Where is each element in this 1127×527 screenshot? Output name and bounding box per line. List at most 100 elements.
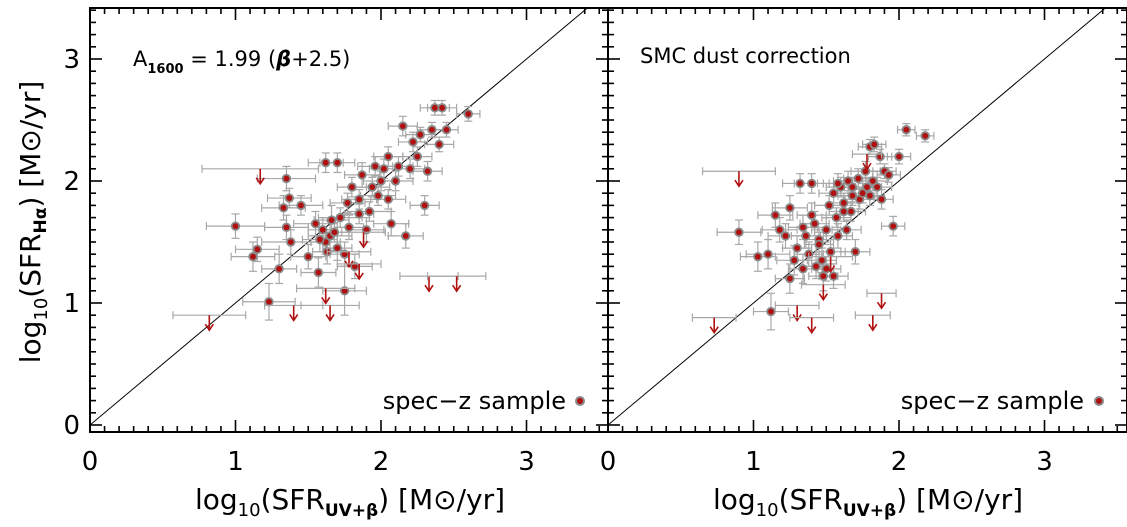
- right-point-59: [798, 222, 808, 233]
- right-point-1: [753, 251, 763, 262]
- right-point-55: [828, 271, 839, 281]
- right-upper-limit-5: [808, 252, 854, 274]
- right-upper-limit-0: [691, 313, 737, 335]
- right-point-2: [763, 249, 773, 259]
- left-point-49: [434, 139, 444, 150]
- right-point-31: [847, 190, 858, 201]
- left-point-39: [398, 121, 408, 131]
- left-upper-limit-6: [336, 259, 382, 281]
- left-upper-limit-2: [264, 301, 324, 322]
- right-point-12: [801, 231, 811, 241]
- right-upper-limit-7: [866, 289, 897, 310]
- right-annotation: SMC dust correction: [640, 44, 851, 68]
- right-point-44: [876, 194, 887, 204]
- right-point-52: [807, 210, 817, 220]
- left-point-18: [329, 227, 340, 237]
- left-upper-limit-0: [172, 311, 247, 332]
- left-point-29: [364, 206, 375, 217]
- left-point-43: [412, 151, 423, 162]
- left-upper-limit-4: [296, 284, 356, 305]
- left-upper-limit-9: [426, 272, 487, 293]
- right-upper-limit-6: [854, 311, 891, 332]
- left-ytick-label-3: 3: [63, 45, 80, 75]
- right-point-4: [770, 210, 781, 220]
- right-point-24: [831, 212, 842, 223]
- left-point-32: [373, 190, 383, 201]
- right-point-46: [884, 170, 894, 180]
- left-point-13: [318, 225, 328, 235]
- left-point-55: [383, 151, 393, 162]
- left-point-20: [335, 212, 345, 223]
- right-point-37: [862, 182, 872, 192]
- left-point-22: [342, 198, 353, 208]
- left-xtick-label-1: 1: [227, 447, 244, 477]
- left-point-34: [379, 164, 389, 174]
- right-point-21: [824, 200, 834, 211]
- left-point-38: [393, 161, 404, 172]
- right-xtick-label-0: 0: [600, 447, 617, 477]
- left-point-9: [296, 200, 306, 211]
- left-point-37: [390, 176, 401, 186]
- right-point-54: [839, 206, 849, 217]
- right-legend-label: spec−z sample: [901, 387, 1084, 415]
- left-point-56: [321, 157, 331, 168]
- right-point-29: [843, 176, 853, 186]
- right-point-22: [825, 247, 836, 257]
- left-point-41: [405, 164, 415, 174]
- left-point-57: [332, 157, 343, 168]
- left-point-36: [386, 218, 396, 229]
- left-point-30: [367, 182, 377, 192]
- right-point-7: [785, 203, 795, 213]
- left-ytick-label-0: 0: [63, 411, 80, 441]
- left-point-47: [427, 125, 437, 135]
- left-point-10: [303, 251, 313, 262]
- right-point-8: [789, 255, 799, 265]
- left-point-19: [332, 243, 343, 253]
- right-point-27: [839, 198, 849, 208]
- left-point-23: [344, 222, 354, 233]
- right-point-15: [809, 218, 820, 229]
- x-axis-title-left: log10(SFRUV+β) [M⊙/yr]: [195, 483, 505, 521]
- left-point-35: [383, 194, 393, 204]
- left-point-17: [326, 215, 337, 225]
- right-point-32: [850, 247, 861, 257]
- left-point-6: [281, 173, 292, 184]
- left-legend-marker: [575, 396, 585, 406]
- right-point-33: [853, 173, 863, 184]
- right-point-48: [894, 151, 904, 162]
- right-upper-limit-3: [789, 313, 835, 335]
- left-upper-limit-3: [300, 301, 360, 322]
- right-errorbar-47: [880, 215, 906, 237]
- left-ytick-label-1: 1: [63, 289, 80, 319]
- left-upper-limit-1: [201, 164, 320, 186]
- right-upper-limit-4: [800, 280, 846, 302]
- left-point-24: [347, 182, 357, 192]
- right-upper-limit-1: [701, 167, 776, 188]
- right-xtick-label-3: 3: [1036, 447, 1053, 477]
- right-point-40: [868, 176, 878, 186]
- right-point-41: [869, 139, 879, 150]
- left-legend-label: spec−z sample: [383, 387, 566, 415]
- left-annotation: A1600 = 1.99 (β+2.5): [133, 47, 350, 77]
- right-point-3: [766, 306, 776, 317]
- left-point-26: [354, 209, 364, 219]
- right-point-51: [785, 273, 795, 284]
- right-point-18: [817, 255, 827, 265]
- right-point-50: [920, 131, 930, 141]
- right-point-38: [865, 190, 875, 201]
- right-upper-limit-8: [851, 150, 883, 171]
- left-xtick-label-2: 2: [373, 447, 390, 477]
- left-point-53: [315, 234, 325, 245]
- left-point-40: [401, 231, 411, 241]
- left-point-42: [408, 137, 418, 147]
- right-point-9: [792, 243, 802, 253]
- left-point-33: [376, 176, 386, 186]
- right-point-25: [833, 231, 843, 241]
- left-point-7: [284, 193, 295, 203]
- right-point-11: [798, 264, 808, 274]
- right-point-23: [828, 188, 839, 198]
- left-xtick-label-0: 0: [82, 447, 99, 477]
- right-panel: 0 1 2 3 SMC dust correction spec−z sample: [600, 7, 1127, 477]
- left-xtick-label-3: 3: [518, 447, 535, 477]
